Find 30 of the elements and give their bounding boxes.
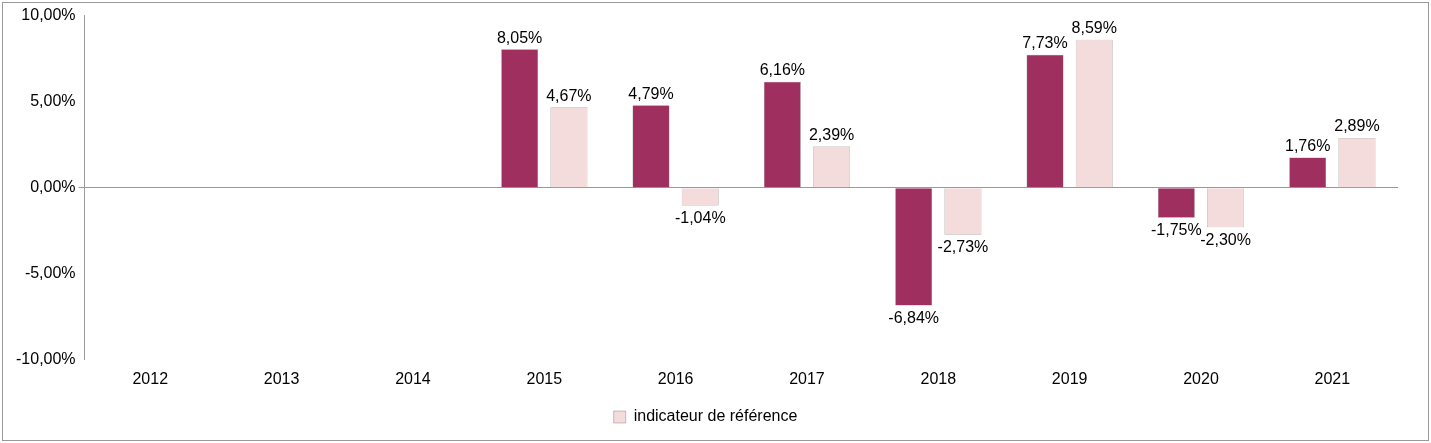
- data-label: 1,76%: [1285, 136, 1331, 154]
- data-label: 8,59%: [1071, 19, 1117, 37]
- data-label: -2,73%: [937, 238, 989, 256]
- y-tick-label: 10,00%: [21, 6, 76, 24]
- data-label: -2,30%: [1200, 230, 1251, 248]
- x-tick-label: 2013: [263, 369, 300, 387]
- x-tick-label: 2020: [1183, 369, 1219, 387]
- data-label: 4,67%: [546, 86, 592, 104]
- data-label: -1,04%: [674, 209, 726, 226]
- data-label: 7,73%: [1022, 34, 1068, 52]
- data-label: 2,39%: [808, 125, 855, 143]
- data-label: -1,75%: [1151, 221, 1202, 239]
- x-tick-label: 2018: [920, 369, 957, 387]
- data-label: 6,16%: [759, 61, 806, 79]
- x-tick-label: 2012: [132, 369, 169, 387]
- x-tick-label: 2017: [789, 369, 825, 387]
- x-tick-label: 2014: [395, 369, 431, 387]
- x-tick-label: 2019: [1051, 369, 1088, 387]
- data-label: -6,84%: [888, 308, 940, 326]
- y-tick-label: -10,00%: [16, 350, 76, 368]
- y-tick-label: 5,00%: [30, 92, 76, 110]
- data-label: 2,89%: [1334, 117, 1380, 135]
- x-tick-label: 2021: [1314, 369, 1351, 387]
- x-tick-label: 2016: [657, 369, 694, 387]
- data-label: 4,79%: [628, 84, 674, 102]
- data-label: 8,05%: [496, 28, 543, 46]
- x-tick-label: 2015: [526, 369, 563, 387]
- legend-label: indicateur de référence: [633, 407, 798, 425]
- y-tick-label: 0,00%: [30, 178, 76, 196]
- y-tick-label: -5,00%: [24, 264, 76, 282]
